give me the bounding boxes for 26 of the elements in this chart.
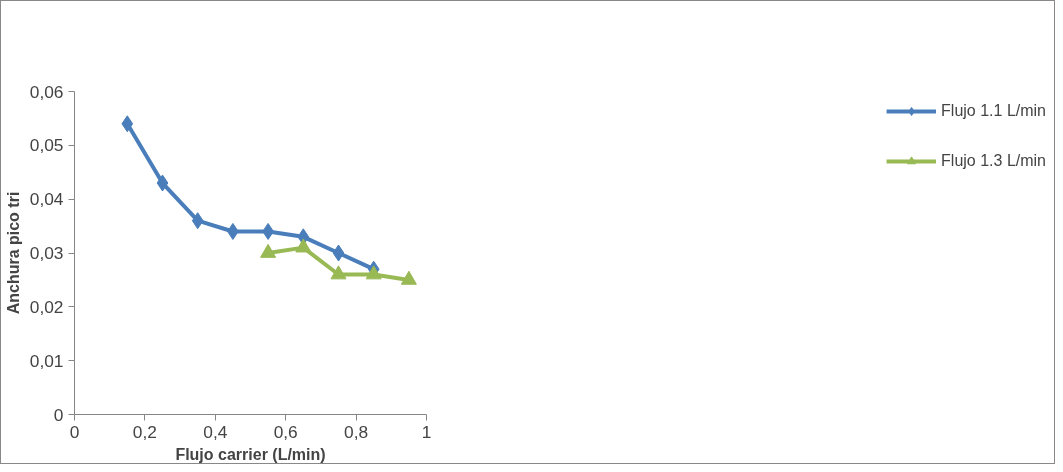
legend-label: Flujo 1.3 L/min	[941, 152, 1046, 170]
y-tick-label: 0	[53, 404, 64, 425]
y-tick-label: 0,04	[29, 189, 64, 210]
point	[295, 238, 312, 253]
y-tick-label: 0,06	[29, 81, 64, 102]
y-tick-label: 0,03	[29, 243, 64, 263]
point	[332, 244, 345, 262]
x-tick-label: 0,8	[344, 421, 369, 442]
legend-label: Flujo 1.1 L/min	[941, 102, 1046, 120]
point	[121, 115, 134, 133]
point	[260, 243, 277, 258]
x-tick-label: 1	[421, 421, 432, 442]
x-tick-label: 0,6	[273, 421, 298, 442]
point	[330, 265, 347, 280]
x-axis-title: Flujo carrier (L/min)	[175, 445, 326, 463]
y-tick-label: 0,02	[29, 296, 64, 317]
x-tick-label: 0,4	[203, 421, 228, 442]
x-tick-label: 0,2	[132, 421, 157, 442]
y-axis-title: Anchura pico tri	[4, 191, 22, 315]
point	[156, 174, 169, 192]
point	[400, 270, 417, 285]
y-tick-label: 0,05	[29, 135, 64, 156]
x-tick-label: 0	[69, 421, 80, 442]
y-tick-label: 0,01	[29, 350, 64, 371]
point	[191, 212, 204, 230]
point	[365, 265, 382, 280]
